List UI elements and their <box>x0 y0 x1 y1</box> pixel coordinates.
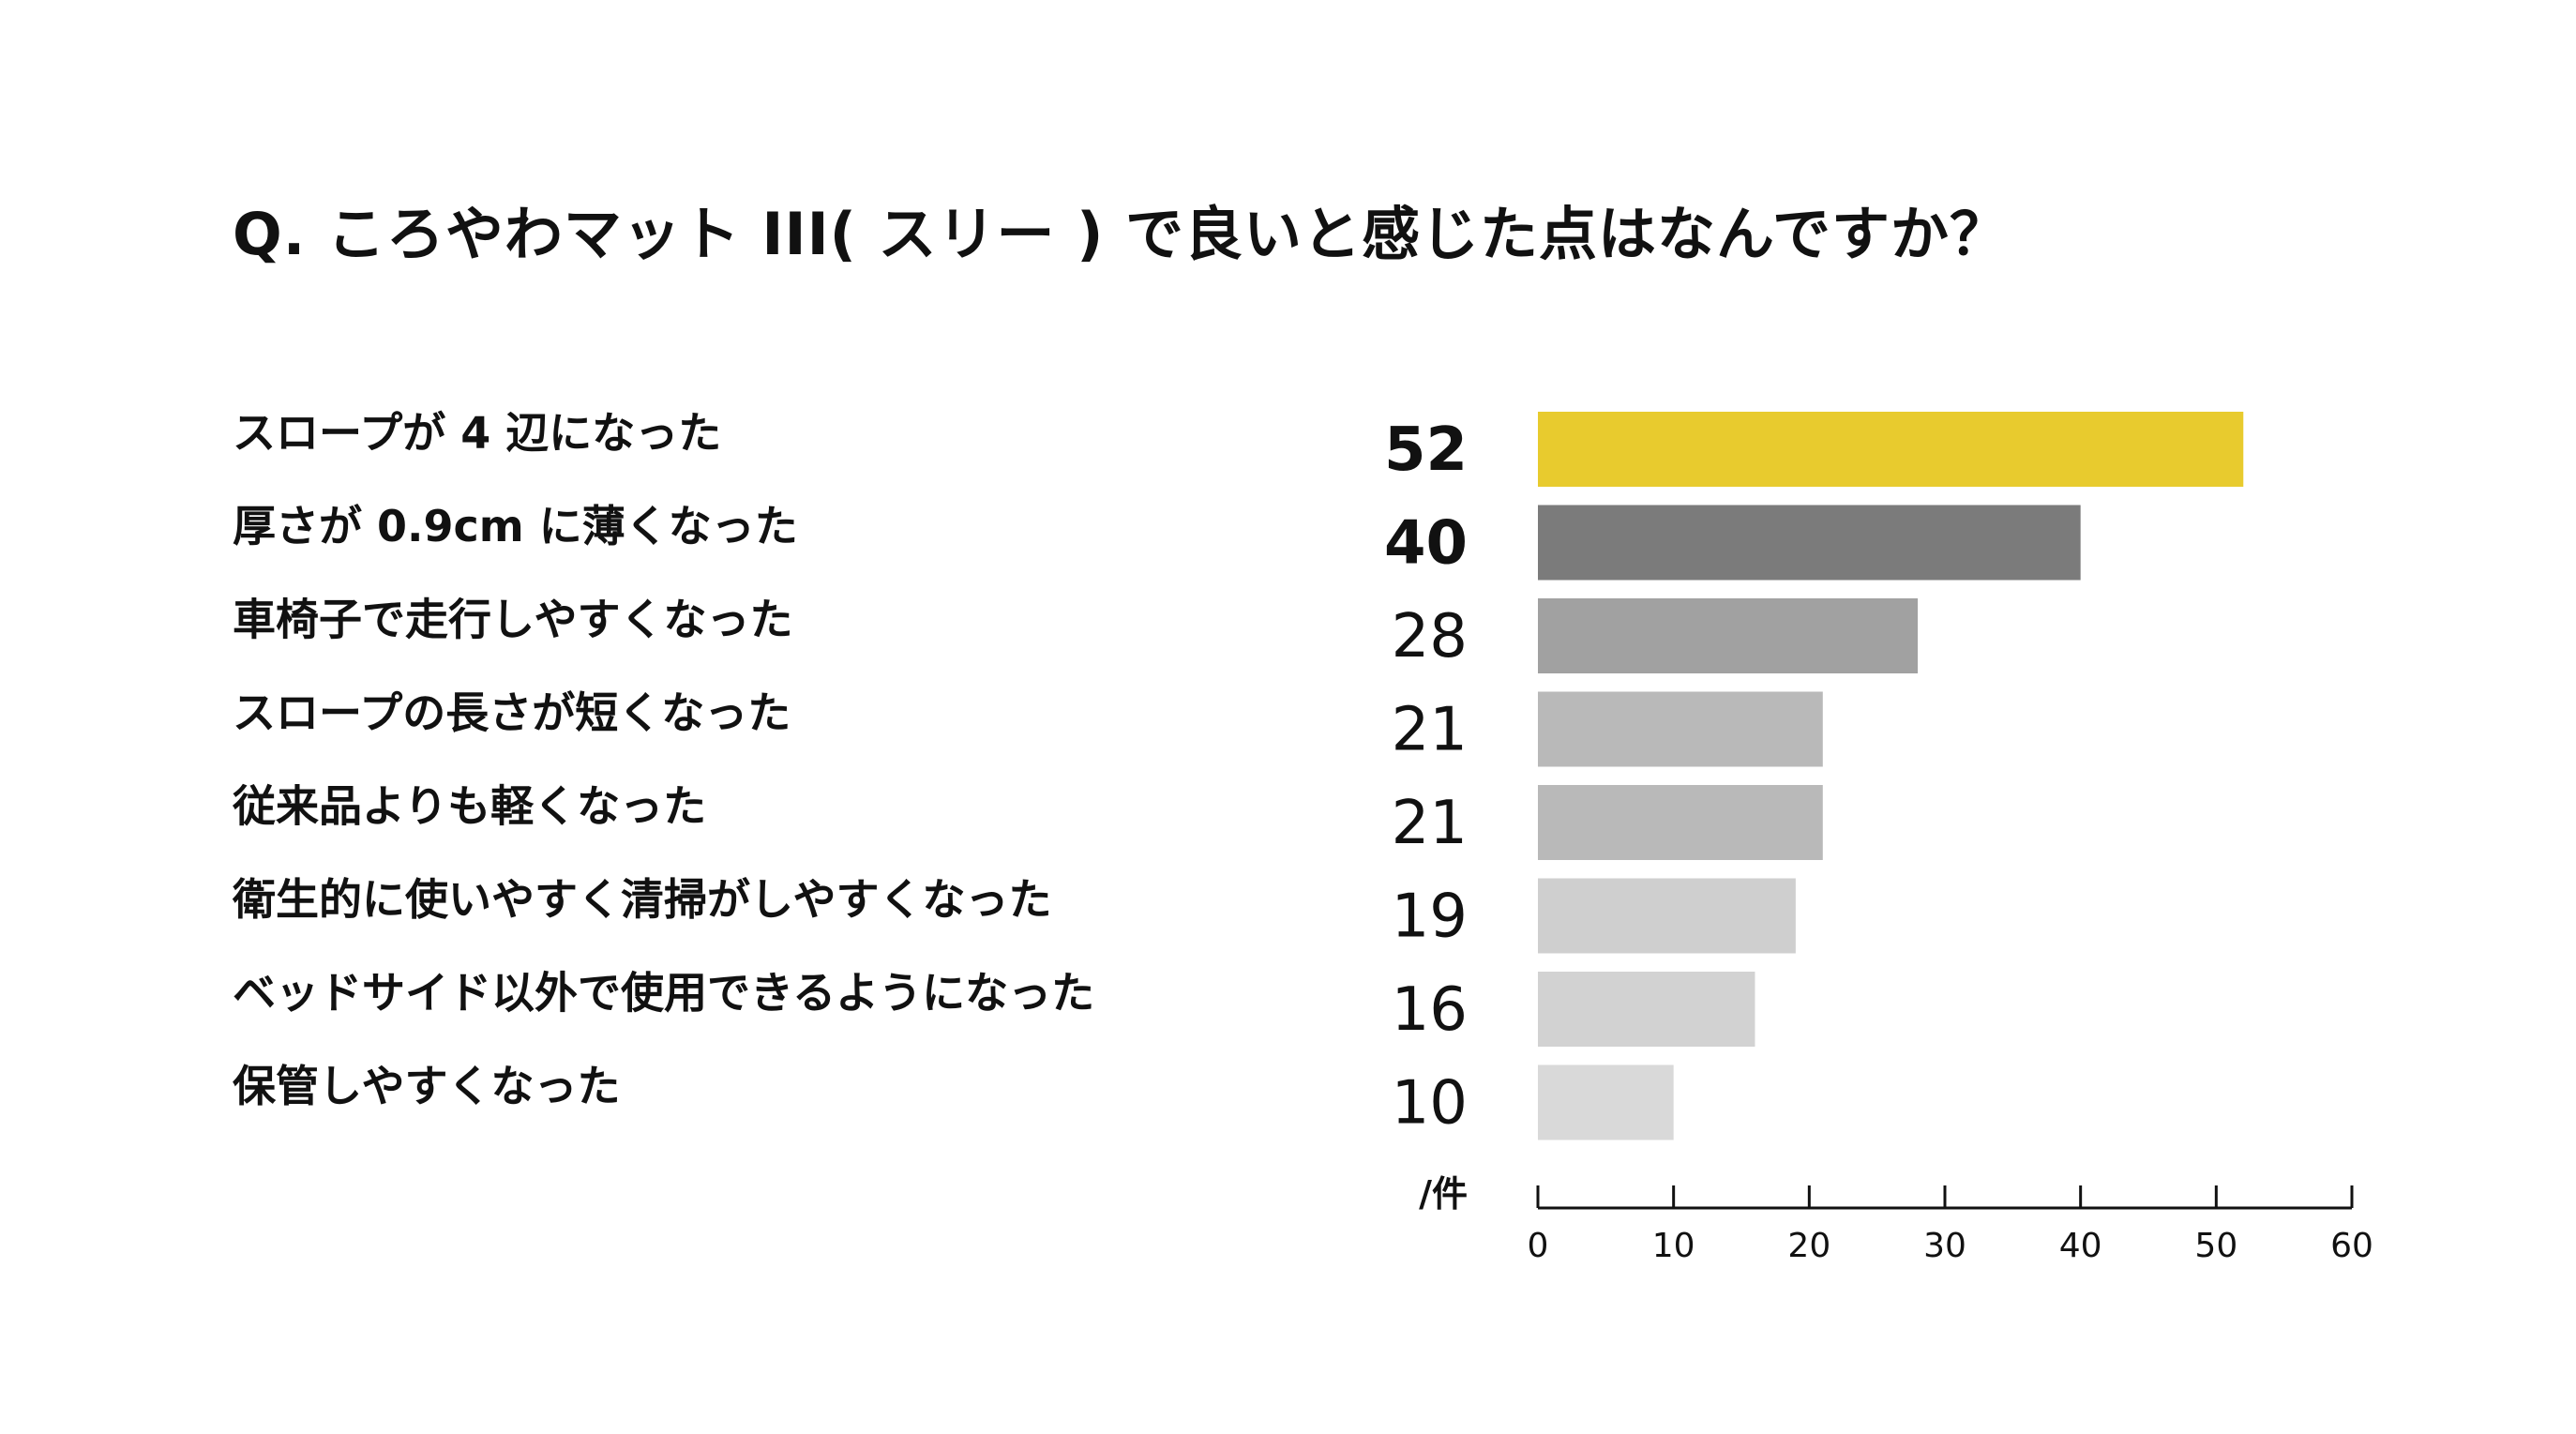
value-label: 16 <box>1392 975 1468 1045</box>
bar <box>1538 505 2081 581</box>
x-tick-label: 60 <box>2330 1227 2373 1265</box>
bar <box>1538 1064 1674 1140</box>
bar <box>1538 598 1919 673</box>
category-label: 保管しやすくなった <box>233 1061 621 1111</box>
x-tick-label: 30 <box>1923 1227 1966 1265</box>
value-label: 28 <box>1392 602 1468 672</box>
x-tick-label: 50 <box>2194 1227 2237 1265</box>
value-label: 21 <box>1392 696 1468 765</box>
unit-label: /件 <box>1419 1173 1468 1215</box>
x-tick-label: 40 <box>2059 1227 2102 1265</box>
x-tick-label: 20 <box>1787 1227 1830 1265</box>
category-label: スロープが 4 辺になった <box>233 408 721 459</box>
bar <box>1538 878 1796 954</box>
category-label: ベッドサイド以外で使用できるようになった <box>233 968 1094 1019</box>
bar <box>1538 691 1823 767</box>
category-label: 衛生的に使いやすく清掃がしやすくなった <box>232 874 1052 925</box>
category-label: スロープの長さが短くなった <box>233 687 791 738</box>
value-label: 19 <box>1392 883 1468 952</box>
x-tick-label: 10 <box>1652 1227 1695 1265</box>
x-axis: 0 10 20 30 40 50 60/件 <box>1419 1173 2373 1265</box>
bars <box>1538 412 2244 1140</box>
value-labels: 52 40 28 21 21 19 16 10 <box>1384 415 1468 1139</box>
bar <box>1538 412 2244 487</box>
x-tick-label: 0 <box>1528 1227 1549 1265</box>
category-label: 車椅子で走行しやすくなった <box>233 595 793 645</box>
category-label: 厚さが 0.9cm に薄くなった <box>233 501 798 551</box>
value-label: 21 <box>1392 789 1468 858</box>
category-label: 従来品よりも軽くなった <box>232 781 706 832</box>
bar <box>1538 972 1755 1047</box>
chart-title: Q. ころやわマット III( スリー ) で良いと感じた点はなんですか？ <box>233 200 2009 268</box>
value-label: 10 <box>1392 1069 1468 1139</box>
value-label: 52 <box>1384 415 1468 485</box>
value-label: 40 <box>1384 509 1468 579</box>
bar <box>1538 785 1823 860</box>
